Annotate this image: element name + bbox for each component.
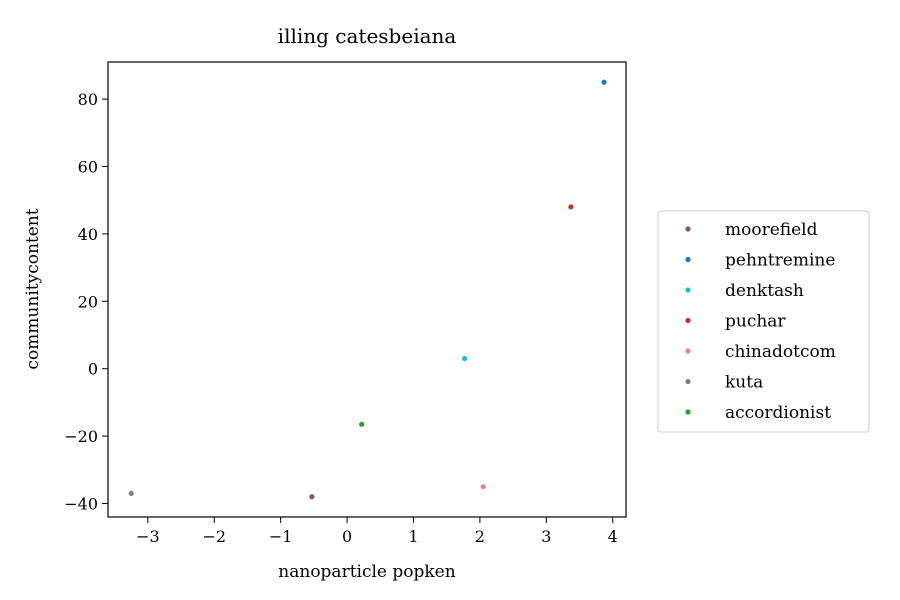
x-tick-label: 2 xyxy=(475,527,485,546)
scatter-point-chinadotcom xyxy=(480,484,486,490)
data-points xyxy=(128,79,607,500)
legend-marker-accordionist xyxy=(685,409,691,415)
y-axis: −40 −20 0 20 40 60 80 xyxy=(64,90,108,514)
x-axis: −3 −2 −1 0 1 2 3 4 xyxy=(136,517,618,546)
y-tick-label: 0 xyxy=(88,360,98,379)
plot-frame xyxy=(107,61,627,518)
legend-label-puchar: puchar xyxy=(725,312,786,332)
y-tick-label: 60 xyxy=(78,157,98,176)
y-tick-label: 20 xyxy=(78,292,98,311)
x-tick-label: 3 xyxy=(541,527,551,546)
legend-marker-pehntremine xyxy=(685,256,691,263)
x-tick-label: 1 xyxy=(408,527,418,546)
legend-label-kuta: kuta xyxy=(725,373,763,393)
legend-label-accordionist: accordionist xyxy=(725,403,831,423)
x-tick-label: −2 xyxy=(202,527,226,546)
legend-label-chinadotcom: chinadotcom xyxy=(725,342,836,362)
chart-title: illing catesbeiana xyxy=(278,24,457,48)
legend-marker-kuta xyxy=(685,378,691,385)
y-axis-title: communitycontent xyxy=(23,208,43,369)
legend-label-moorefield: moorefield xyxy=(725,220,818,240)
scatter-point-accordionist xyxy=(359,421,365,427)
x-axis-title: nanoparticle popken xyxy=(278,562,455,582)
legend-marker-puchar xyxy=(685,317,691,324)
scatter-point-kuta xyxy=(128,490,134,497)
scatter-point-moorefield xyxy=(309,494,315,500)
x-tick-label: 4 xyxy=(608,527,618,546)
legend-label-denktash: denktash xyxy=(725,281,804,301)
y-tick-label: 80 xyxy=(78,90,98,109)
y-tick-label: −20 xyxy=(64,427,98,446)
legend-marker-denktash xyxy=(685,287,691,293)
scatter-point-pehntremine xyxy=(601,79,607,85)
x-tick-label: −3 xyxy=(136,527,160,546)
legend-marker-moorefield xyxy=(685,226,691,232)
legend-marker-chinadotcom xyxy=(685,348,691,354)
x-tick-label: −1 xyxy=(269,527,293,546)
y-tick-label: 40 xyxy=(78,225,98,244)
x-tick-label: 0 xyxy=(342,527,352,546)
scatter-point-denktash xyxy=(462,355,468,362)
scatter-point-puchar xyxy=(568,204,574,210)
y-tick-label: −40 xyxy=(64,495,98,514)
legend-frame xyxy=(657,210,870,433)
legend-label-pehntremine: pehntremine xyxy=(725,251,835,271)
legend: moorefield pehntremine denktash puchar china… xyxy=(657,210,870,433)
plot-area: −3 −2 −1 0 1 2 3 4 −40 −20 0 20 40 60 80 xyxy=(64,61,627,546)
